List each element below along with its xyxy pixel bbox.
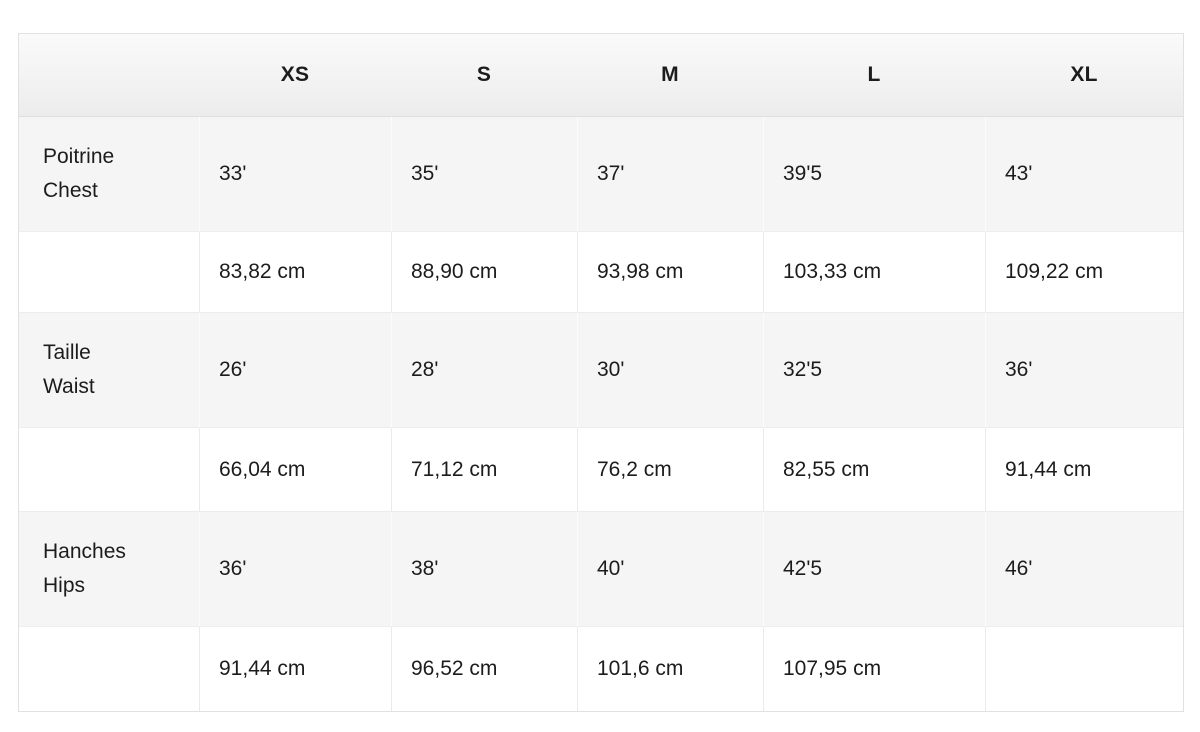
table-row-hips-inches: Hanches Hips 36' 38' 40' 42'5 46'	[19, 512, 1183, 627]
row-label-empty	[19, 428, 199, 512]
waist-cm-l: 82,55 cm	[763, 428, 985, 512]
hips-cm-l: 107,95 cm	[763, 627, 985, 711]
column-header-empty	[19, 34, 199, 117]
row-label-line-en: Chest	[43, 179, 98, 202]
hips-cm-xs: 91,44 cm	[199, 627, 391, 711]
size-chart-header-row: XS S M L XL	[19, 34, 1183, 117]
size-chart-container: XS S M L XL Poitrine Chest 33' 35' 37' 3…	[18, 33, 1184, 712]
chest-inches-s: 35'	[391, 117, 577, 232]
waist-inches-xs: 26'	[199, 313, 391, 428]
table-row-waist-inches: Taille Waist 26' 28' 30' 32'5 36'	[19, 313, 1183, 428]
hips-cm-xl	[985, 627, 1183, 711]
chest-inches-xs: 33'	[199, 117, 391, 232]
chest-inches-l: 39'5	[763, 117, 985, 232]
waist-cm-m: 76,2 cm	[577, 428, 763, 512]
waist-cm-xs: 66,04 cm	[199, 428, 391, 512]
chest-cm-xl: 109,22 cm	[985, 232, 1183, 313]
column-header-xs: XS	[199, 34, 391, 117]
chest-cm-m: 93,98 cm	[577, 232, 763, 313]
row-label-poitrine-chest: Poitrine Chest	[19, 117, 199, 232]
column-header-s: S	[391, 34, 577, 117]
waist-inches-l: 32'5	[763, 313, 985, 428]
table-row-chest-inches: Poitrine Chest 33' 35' 37' 39'5 43'	[19, 117, 1183, 232]
hips-cm-m: 101,6 cm	[577, 627, 763, 711]
hips-cm-s: 96,52 cm	[391, 627, 577, 711]
row-label-line-fr: Hanches	[43, 540, 126, 563]
chest-cm-s: 88,90 cm	[391, 232, 577, 313]
hips-inches-xs: 36'	[199, 512, 391, 627]
hips-inches-l: 42'5	[763, 512, 985, 627]
waist-inches-xl: 36'	[985, 313, 1183, 428]
chest-inches-m: 37'	[577, 117, 763, 232]
size-chart-table: XS S M L XL Poitrine Chest 33' 35' 37' 3…	[18, 33, 1184, 712]
waist-cm-xl: 91,44 cm	[985, 428, 1183, 512]
row-label-line-fr: Poitrine	[43, 145, 115, 168]
chest-cm-l: 103,33 cm	[763, 232, 985, 313]
chest-cm-xs: 83,82 cm	[199, 232, 391, 313]
row-label-empty	[19, 232, 199, 313]
waist-cm-s: 71,12 cm	[391, 428, 577, 512]
hips-inches-m: 40'	[577, 512, 763, 627]
table-row-waist-cm: 66,04 cm 71,12 cm 76,2 cm 82,55 cm 91,44…	[19, 428, 1183, 512]
column-header-xl: XL	[985, 34, 1183, 117]
row-label-hanches-hips: Hanches Hips	[19, 512, 199, 627]
waist-inches-s: 28'	[391, 313, 577, 428]
hips-inches-s: 38'	[391, 512, 577, 627]
row-label-line-fr: Taille	[43, 341, 91, 364]
column-header-m: M	[577, 34, 763, 117]
row-label-line-en: Hips	[43, 574, 86, 597]
table-row-chest-cm: 83,82 cm 88,90 cm 93,98 cm 103,33 cm 109…	[19, 232, 1183, 313]
waist-inches-m: 30'	[577, 313, 763, 428]
row-label-empty	[19, 627, 199, 711]
row-label-line-en: Waist	[43, 375, 95, 398]
column-header-l: L	[763, 34, 985, 117]
table-row-hips-cm: 91,44 cm 96,52 cm 101,6 cm 107,95 cm	[19, 627, 1183, 711]
hips-inches-xl: 46'	[985, 512, 1183, 627]
row-label-taille-waist: Taille Waist	[19, 313, 199, 428]
chest-inches-xl: 43'	[985, 117, 1183, 232]
